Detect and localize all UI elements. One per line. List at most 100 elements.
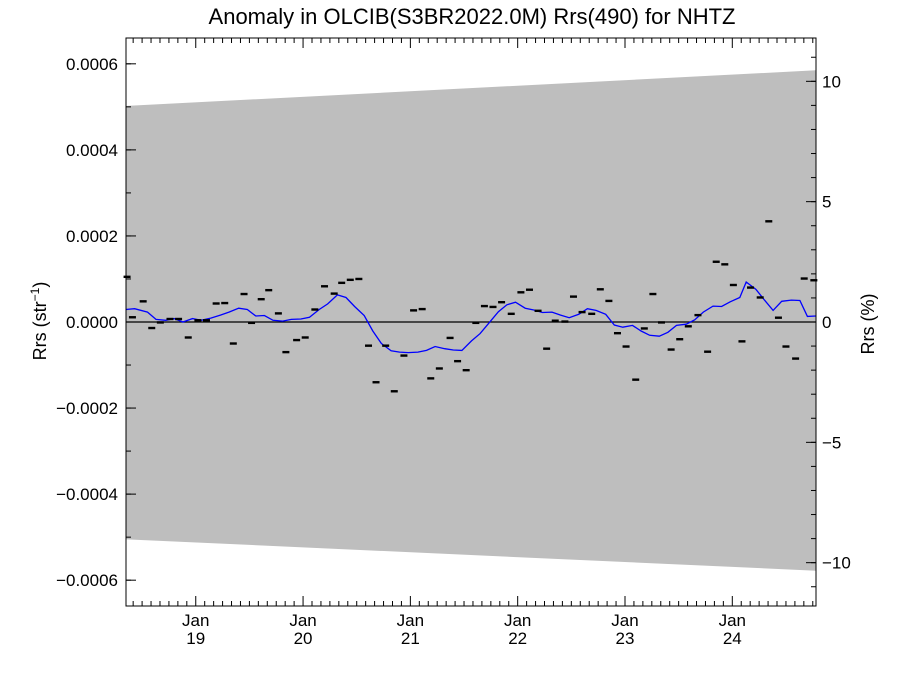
data-point [274, 312, 282, 315]
data-point [175, 317, 183, 321]
data-point [747, 286, 755, 289]
anomaly-series-line [125, 280, 817, 354]
data-point [257, 297, 265, 301]
chart-title: Anomaly in OLCIB(S3BR2022.0M) Rrs(490) f… [209, 4, 736, 29]
data-point [139, 300, 147, 303]
data-point [372, 381, 380, 384]
right-axis-ticks: 10 5 0 −5 −10 [806, 56, 851, 588]
data-point [704, 350, 712, 353]
data-point [756, 296, 764, 299]
data-point [293, 338, 301, 342]
x-tick-year-label: 23 [616, 629, 635, 648]
right-tick-label: −10 [822, 554, 851, 573]
right-axis-label: Rrs (%) [858, 294, 878, 355]
x-tick-year-label: 19 [186, 629, 205, 648]
uncertainty-band [126, 70, 816, 571]
left-tick-label: 0.0004 [66, 141, 118, 160]
data-point [551, 319, 559, 322]
data-point [221, 301, 229, 305]
data-point [561, 320, 569, 323]
data-point [507, 312, 515, 316]
data-point [765, 220, 773, 223]
data-point [123, 275, 131, 279]
data-point [330, 292, 338, 295]
data-point [800, 277, 808, 280]
left-tick-label: −0.0004 [56, 485, 118, 504]
data-point [382, 344, 390, 347]
data-points-layer [123, 220, 818, 393]
data-point [480, 304, 488, 308]
data-point [569, 295, 577, 298]
anomaly-line-layer [125, 280, 817, 354]
data-point [649, 292, 657, 296]
data-point [454, 359, 462, 363]
x-tick-month-label: Jan [397, 611, 424, 630]
data-point [613, 331, 621, 335]
x-tick-year-label: 22 [508, 629, 527, 648]
x-tick-year-label: 21 [401, 629, 420, 648]
data-point [212, 302, 220, 305]
x-tick-year-label: 20 [294, 629, 313, 648]
data-point [311, 308, 319, 311]
data-point [489, 305, 497, 309]
data-point [774, 316, 782, 319]
data-point [418, 307, 426, 311]
data-point [321, 285, 329, 288]
data-point [578, 310, 586, 314]
x-tick-month-label: Jan [504, 611, 531, 630]
x-tick-month-label: Jan [289, 611, 316, 630]
left-tick-label: 0.0002 [66, 227, 118, 246]
data-point [410, 309, 418, 312]
right-tick-label: 10 [822, 72, 841, 91]
left-tick-label: −0.0006 [56, 571, 118, 590]
data-point [640, 327, 648, 330]
data-point [282, 350, 290, 354]
data-point [667, 348, 675, 351]
data-point [390, 390, 398, 393]
data-point [128, 316, 136, 319]
data-point [240, 292, 248, 296]
data-point [194, 319, 202, 322]
data-point [657, 321, 665, 324]
data-point [338, 281, 346, 285]
data-point [202, 319, 210, 322]
data-point [498, 301, 506, 304]
data-point [605, 299, 613, 303]
data-point [229, 342, 237, 345]
data-point [265, 288, 273, 292]
data-point [355, 277, 363, 281]
data-point [148, 326, 156, 330]
x-tick-month-label: Jan [611, 611, 638, 630]
data-point [543, 347, 551, 350]
right-tick-label: 5 [822, 193, 831, 212]
x-tick-month-label: Jan [182, 611, 209, 630]
data-point [446, 336, 454, 340]
x-tick-year-label: 24 [723, 629, 742, 648]
data-point [782, 345, 790, 348]
data-point [712, 260, 720, 263]
data-point [632, 378, 640, 381]
left-axis-label: Rrs (str−1) [28, 282, 50, 361]
data-point [248, 321, 256, 325]
data-point [721, 263, 729, 266]
data-point [517, 291, 525, 294]
data-point [684, 325, 692, 328]
data-point [365, 344, 373, 347]
data-point [184, 336, 192, 339]
data-point [400, 354, 408, 357]
uncertainty-band-layer [126, 70, 816, 571]
data-point [729, 283, 737, 287]
data-point [810, 279, 818, 282]
data-point [435, 367, 443, 370]
data-point [792, 357, 800, 360]
data-point [462, 368, 470, 372]
data-point [525, 288, 533, 291]
data-point [588, 312, 596, 316]
data-point [676, 338, 684, 341]
right-tick-label: −5 [822, 433, 841, 452]
left-tick-label: 0.0006 [66, 55, 118, 74]
data-point [346, 278, 354, 282]
data-point [738, 340, 746, 343]
